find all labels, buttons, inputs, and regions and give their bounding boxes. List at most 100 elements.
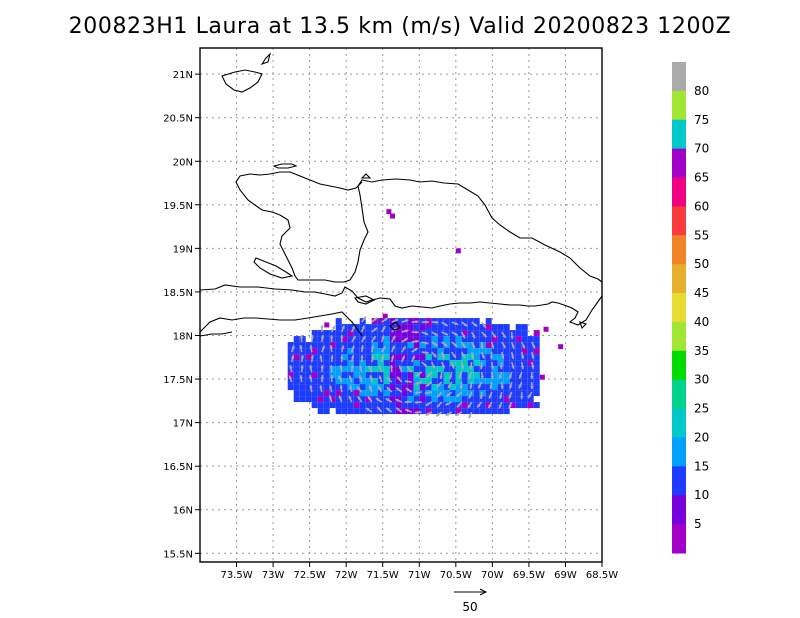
wind-speed-cell — [353, 408, 360, 415]
wind-speed-cell — [419, 354, 426, 361]
wind-vector-head — [390, 355, 395, 359]
wind-speed-cell — [485, 330, 492, 337]
wind-speed-cell — [365, 342, 372, 349]
wind-speed-cell — [491, 342, 498, 349]
colorbar-segment — [672, 350, 686, 381]
inagua-island — [221, 69, 263, 93]
wind-vector-head — [461, 334, 465, 339]
wind-speed-cell — [299, 360, 306, 367]
wind-speed-cell — [455, 336, 462, 343]
wind-vector-head — [531, 355, 535, 359]
wind-speed-cell — [437, 336, 444, 343]
wind-speed-cell — [365, 324, 372, 331]
wind-speed-cell — [359, 330, 366, 337]
wind-speed-cell — [347, 342, 354, 349]
wind-speed-cell — [521, 384, 528, 391]
wind-speed-cell — [335, 408, 342, 415]
wind-speed-cell — [329, 348, 336, 355]
wind-speed-cell — [311, 402, 318, 409]
lon-tick-label: 69W — [554, 570, 577, 581]
wind-speed-cell — [365, 402, 372, 409]
wind-speed-cell — [473, 396, 480, 403]
wind-speed-cell — [521, 348, 528, 355]
wind-speed-cell — [317, 360, 324, 367]
wind-speed-cell — [395, 390, 402, 397]
wind-speed-cell — [353, 390, 360, 397]
wind-speed-cell — [383, 348, 390, 355]
wind-speed-cell — [386, 209, 392, 215]
wind-vector-head — [448, 384, 452, 389]
wind-speed-cell — [449, 390, 456, 397]
wind-speed-cell — [335, 360, 342, 367]
wind-vector-head — [520, 395, 524, 400]
wind-speed-cell — [401, 384, 408, 391]
wind-speed-cell — [353, 336, 360, 343]
wind-speed-cell — [473, 384, 480, 391]
wind-speed-cell — [509, 396, 516, 403]
wind-speed-cell — [491, 378, 498, 385]
wind-speed-cell — [485, 372, 492, 379]
wind-speed-cell — [377, 390, 384, 397]
wind-vector-head — [351, 325, 355, 330]
wind-speed-cell — [527, 384, 534, 391]
wind-vector-head — [482, 324, 486, 328]
wind-vector-head — [499, 365, 504, 370]
wind-speed-cell — [365, 378, 372, 385]
wind-vector-head — [473, 323, 478, 327]
wind-speed-cell — [311, 390, 318, 397]
wind-vector-head — [348, 375, 352, 379]
wind-vector-head — [389, 365, 394, 369]
wind-speed-cell — [353, 384, 360, 391]
wind-speed-cell — [425, 396, 432, 403]
wind-speed-cell — [401, 366, 408, 373]
wind-speed-cell — [407, 372, 414, 379]
wind-speed-cell — [347, 324, 354, 331]
wind-vector-head — [483, 333, 487, 338]
wind-speed-cell — [341, 324, 348, 331]
wind-speed-cell — [503, 324, 510, 331]
wind-speed-cell — [299, 390, 306, 397]
wind-speed-cell — [413, 366, 420, 373]
wind-speed-cell — [431, 372, 438, 379]
wind-speed-cell — [311, 396, 318, 403]
lon-tick-label: 73.5W — [220, 570, 252, 581]
wind-speed-cell — [515, 348, 522, 355]
lon-tick-label: 68.5W — [586, 570, 618, 581]
wind-vector-head — [372, 336, 376, 340]
wind-vector-head — [452, 354, 456, 358]
colorbar-label: 70 — [694, 142, 709, 156]
wind-vector-head — [449, 375, 453, 379]
wind-speed-cell — [383, 366, 390, 373]
wind-speed-cell — [401, 360, 408, 367]
wind-vector-head — [520, 355, 525, 359]
wind-speed-cell — [347, 348, 354, 355]
wind-speed-cell — [473, 372, 480, 379]
wind-vector-head — [414, 348, 418, 352]
wind-speed-cell — [335, 336, 342, 343]
wind-speed-cell — [401, 408, 408, 415]
wind-speed-cell — [491, 372, 498, 379]
wind-speed-cell — [558, 344, 564, 350]
beata-island — [389, 321, 401, 331]
lon-tick-label: 71W — [408, 570, 431, 581]
wind-vector-head — [441, 365, 445, 369]
wind-vector-head — [291, 345, 295, 349]
wind-speed-cell — [425, 366, 432, 373]
wind-speed-cell — [473, 348, 480, 355]
wind-vector-head — [502, 334, 506, 338]
lat-tick-label: 20N — [173, 157, 193, 168]
wind-speed-cell — [353, 366, 360, 373]
wind-vector-head — [510, 335, 514, 340]
wind-speed-cell — [479, 336, 486, 343]
wind-speed-cell — [299, 384, 306, 391]
wind-speed-cell — [437, 360, 444, 367]
wind-speed-cell — [365, 372, 372, 379]
wind-vector-head — [472, 334, 476, 339]
wind-vectors — [288, 316, 536, 419]
wind-speed-cell — [395, 324, 402, 331]
wind-speed-cell — [455, 342, 462, 349]
wind-speed-cell — [455, 348, 462, 355]
wind-speed-cell — [479, 402, 486, 409]
wind-speed-cell — [371, 354, 378, 361]
wind-speed-cell — [533, 342, 540, 349]
